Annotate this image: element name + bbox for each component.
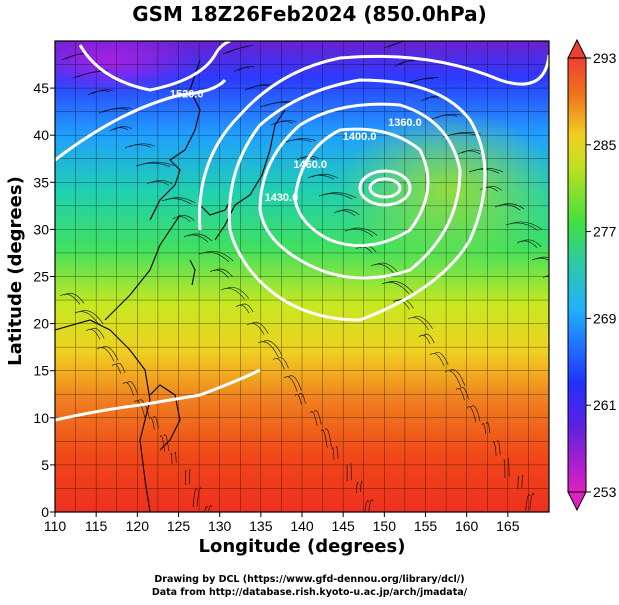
x-tick-label: 110 (44, 518, 67, 534)
y-tick-label: 30 (33, 221, 49, 237)
x-tick-label: 140 (290, 518, 314, 534)
contour-label: 1360.0 (388, 117, 422, 129)
y-tick-label: 10 (33, 410, 49, 426)
x-tick-label: 165 (496, 518, 520, 534)
y-tick-label: 15 (33, 363, 49, 379)
x-tick-label: 125 (167, 518, 191, 534)
contour-label: 1430.0 (265, 192, 299, 204)
y-tick-label: 0 (41, 504, 49, 520)
y-tick-label: 5 (41, 457, 49, 473)
y-tick-label: 20 (33, 316, 49, 332)
credit-data: Data from http://database.rish.kyoto-u.a… (151, 587, 468, 598)
chart-title: GSM 18Z26Feb2024 (850.0hPa) (132, 2, 487, 26)
credits: Drawing by DCL (https://www.gfd-dennou.o… (0, 573, 619, 599)
x-tick-label: 130 (208, 518, 232, 534)
colorbar-top-arrow (567, 38, 587, 59)
y-tick-label: 45 (33, 80, 49, 96)
contour-label: 1400.0 (343, 131, 377, 143)
contour-label: 1520.0 (170, 89, 204, 101)
colorbar-tick-label: 293 (593, 50, 617, 66)
y-tick-label: 25 (33, 269, 49, 285)
colorbar-tick-label: 285 (593, 137, 617, 153)
x-tick-label: 115 (85, 518, 108, 534)
warm-tongue (340, 110, 549, 270)
x-tick-label: 145 (331, 518, 355, 534)
y-axis-label: Latitude (degrees) (5, 176, 26, 366)
x-tick-label: 155 (414, 518, 438, 534)
x-axis-label: Longitude (degrees) (198, 536, 406, 557)
colorbar-tick-label: 261 (593, 397, 617, 413)
colorbar-tick-label: 277 (593, 224, 617, 240)
contour-label: 1460.0 (293, 159, 327, 171)
colorbar-tick-label: 253 (593, 484, 617, 500)
cold-region (55, 41, 200, 95)
y-tick-label: 35 (33, 174, 49, 190)
colorbar-bottom-arrow (567, 491, 587, 512)
x-tick-label: 120 (126, 518, 150, 534)
colorbar-tick-label: 269 (593, 310, 617, 326)
credit-drawing: Drawing by DCL (https://www.gfd-dennou.o… (154, 574, 465, 585)
y-axis-ticks: 0 5 10 15 20 25 30 35 40 45 (33, 80, 55, 520)
x-axis-ticks: 110 115 120 125 130 135 140 145 150 155 160 165 (44, 512, 520, 534)
colorbar: 253 261 269 277 285 293 (567, 38, 617, 512)
grid (55, 41, 549, 512)
x-tick-label: 150 (373, 518, 397, 534)
x-tick-label: 135 (249, 518, 273, 534)
map-plot: 1520.0 1400.0 1360.0 1460.0 1430.0 110 115 120… (33, 38, 617, 534)
coastlines (55, 59, 286, 512)
y-tick-label: 40 (33, 127, 49, 143)
height-contours (55, 41, 549, 422)
x-tick-label: 160 (455, 518, 479, 534)
